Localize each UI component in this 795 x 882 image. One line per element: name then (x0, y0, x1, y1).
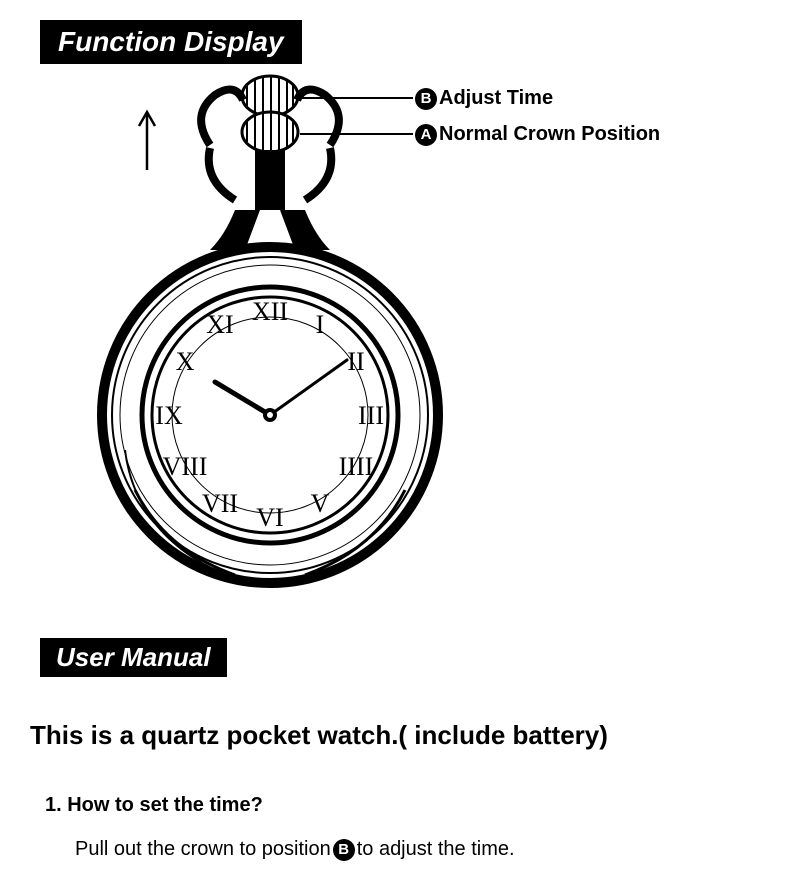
callout-a-label: Normal Crown Position (439, 123, 660, 146)
manual-step1-body-pre: Pull out the crown to position (75, 838, 331, 861)
svg-text:VII: VII (202, 489, 238, 518)
svg-text:XII: XII (252, 297, 288, 326)
manual-step1-title: 1. How to set the time? (45, 794, 263, 817)
manual-step1-body-post: to adjust the time. (357, 838, 515, 861)
badge-b-icon: B (415, 88, 437, 110)
pocket-watch-icon: XII I II III IIII V VI VII VIII IX X XI (102, 76, 438, 583)
svg-text:II: II (347, 347, 364, 376)
svg-text:IIII: IIII (339, 452, 374, 481)
manual-intro-text: This is a quartz pocket watch.( include … (30, 720, 608, 751)
callout-b: B Adjust Time (415, 87, 553, 110)
pocket-watch-diagram: XII I II III IIII V VI VII VIII IX X XI (95, 70, 695, 600)
svg-text:V: V (311, 489, 330, 518)
pocket-watch-svg: XII I II III IIII V VI VII VIII IX X XI (95, 70, 695, 600)
manual-step1-body: Pull out the crown to position B to adju… (75, 838, 515, 861)
badge-a-icon: A (415, 124, 437, 146)
svg-text:III: III (358, 401, 384, 430)
svg-text:VI: VI (256, 503, 283, 532)
svg-text:X: X (176, 347, 195, 376)
up-arrow-icon (139, 112, 155, 170)
svg-text:IX: IX (155, 401, 183, 430)
callout-a: A Normal Crown Position (415, 123, 660, 146)
svg-text:VIII: VIII (163, 452, 208, 481)
badge-b-inline-icon: B (333, 839, 355, 861)
svg-text:XI: XI (206, 310, 233, 339)
svg-text:I: I (316, 310, 325, 339)
callout-b-label: Adjust Time (439, 87, 553, 110)
section-header-user-manual: User Manual (40, 638, 227, 677)
section-header-function-display: Function Display (40, 20, 302, 64)
